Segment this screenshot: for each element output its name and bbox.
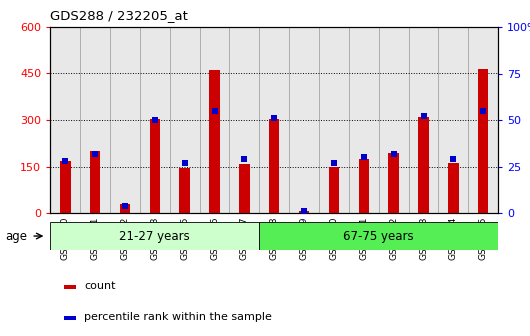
Text: age: age bbox=[6, 229, 28, 243]
Point bbox=[419, 114, 428, 119]
Bar bbox=[64, 285, 76, 289]
Bar bbox=[448, 163, 458, 213]
Bar bbox=[259, 222, 498, 250]
Bar bbox=[90, 151, 100, 213]
Point bbox=[270, 116, 279, 121]
Point bbox=[360, 155, 368, 160]
Bar bbox=[180, 168, 190, 213]
Bar bbox=[388, 153, 399, 213]
Point bbox=[91, 151, 100, 156]
Point bbox=[151, 118, 159, 123]
Bar bbox=[120, 204, 130, 213]
Bar bbox=[239, 164, 250, 213]
Bar bbox=[418, 117, 429, 213]
Point bbox=[240, 157, 249, 162]
Bar bbox=[269, 119, 279, 213]
Point bbox=[330, 160, 338, 166]
Bar bbox=[209, 70, 220, 213]
Point bbox=[390, 151, 398, 156]
Text: 21-27 years: 21-27 years bbox=[119, 229, 190, 243]
Point bbox=[61, 159, 69, 164]
Text: percentile rank within the sample: percentile rank within the sample bbox=[84, 312, 272, 322]
Text: 67-75 years: 67-75 years bbox=[343, 229, 414, 243]
Bar bbox=[60, 161, 70, 213]
Point bbox=[121, 203, 129, 209]
Bar bbox=[149, 119, 160, 213]
Bar bbox=[359, 159, 369, 213]
Text: GDS288 / 232205_at: GDS288 / 232205_at bbox=[50, 9, 188, 22]
Bar bbox=[299, 211, 310, 213]
Point bbox=[210, 108, 219, 114]
Bar bbox=[478, 69, 489, 213]
Bar bbox=[50, 222, 259, 250]
Bar bbox=[64, 316, 76, 320]
Text: count: count bbox=[84, 281, 116, 291]
Point bbox=[479, 108, 488, 114]
Point bbox=[180, 160, 189, 166]
Point bbox=[449, 157, 457, 162]
Point bbox=[300, 209, 308, 214]
Bar bbox=[329, 167, 339, 213]
